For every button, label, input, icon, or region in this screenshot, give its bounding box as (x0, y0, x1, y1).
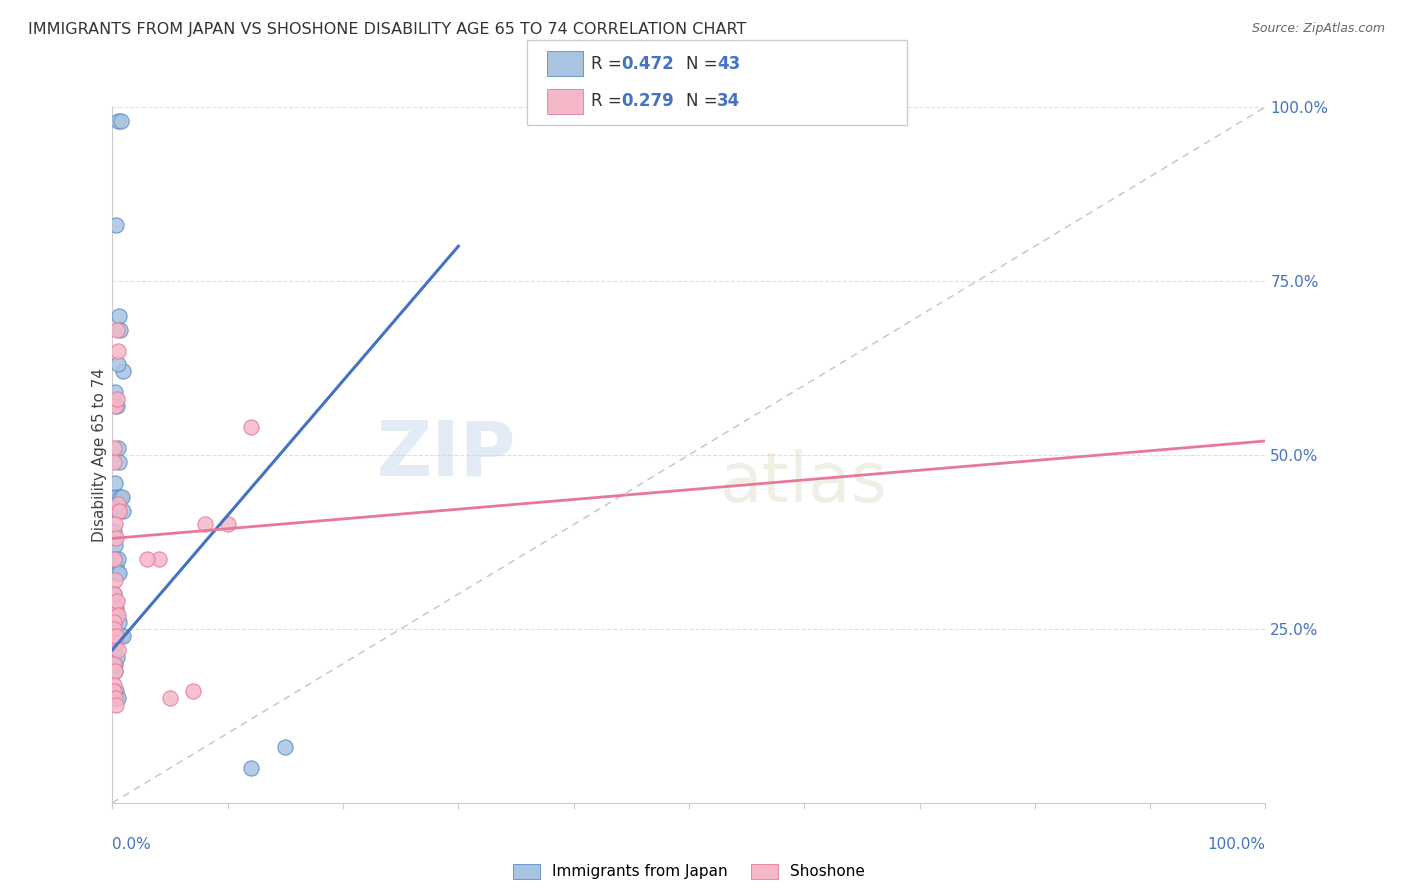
Point (103, 601, 125, 615)
Point (104, 601, 127, 615)
Point (107, 503, 129, 517)
Point (104, 684, 127, 698)
Point (104, 691, 127, 706)
Point (108, 615, 131, 629)
Point (194, 517, 217, 532)
Point (105, 594, 128, 608)
Point (104, 475, 127, 490)
Point (111, 490, 134, 504)
Point (103, 587, 125, 601)
Point (107, 497, 129, 511)
Text: R =: R = (591, 93, 627, 111)
Point (104, 698, 127, 713)
Y-axis label: Disability Age 65 to 74: Disability Age 65 to 74 (91, 368, 107, 542)
Point (103, 524, 125, 539)
Point (181, 684, 204, 698)
Point (107, 343, 129, 358)
Point (136, 552, 159, 566)
Text: 43: 43 (717, 54, 741, 72)
Text: R =: R = (591, 54, 627, 72)
Point (103, 657, 125, 671)
Point (105, 392, 128, 407)
Point (105, 566, 128, 581)
Point (108, 566, 131, 581)
Point (104, 385, 127, 400)
Text: 100.0%: 100.0% (1208, 837, 1265, 852)
Text: 0.0%: 0.0% (112, 837, 152, 852)
Text: ZIP: ZIP (377, 418, 516, 491)
Point (107, 441, 129, 455)
Point (148, 552, 170, 566)
Point (104, 573, 127, 587)
Point (103, 441, 125, 455)
Point (217, 517, 239, 532)
Point (274, 740, 297, 755)
Point (104, 664, 127, 678)
Point (107, 358, 129, 372)
Point (103, 455, 125, 469)
Point (103, 642, 125, 657)
Point (111, 364, 134, 378)
Text: atlas: atlas (720, 450, 889, 516)
Point (104, 629, 127, 643)
Point (103, 615, 125, 629)
Point (110, 629, 132, 643)
Point (105, 649, 128, 664)
Point (107, 642, 129, 657)
Point (103, 552, 125, 566)
Point (111, 629, 134, 643)
Text: 0.472: 0.472 (621, 54, 675, 72)
Point (110, 114, 132, 128)
Point (107, 114, 129, 128)
Point (104, 636, 127, 650)
Point (105, 323, 128, 337)
Point (108, 503, 131, 517)
Text: N =: N = (686, 93, 723, 111)
Point (103, 622, 125, 636)
Point (103, 657, 125, 671)
Text: IMMIGRANTS FROM JAPAN VS SHOSHONE DISABILITY AGE 65 TO 74 CORRELATION CHART: IMMIGRANTS FROM JAPAN VS SHOSHONE DISABI… (28, 22, 747, 37)
Point (104, 538, 127, 552)
Text: 0.279: 0.279 (621, 93, 675, 111)
Point (239, 761, 262, 775)
Point (104, 607, 127, 622)
Point (107, 691, 129, 706)
Point (108, 490, 131, 504)
Point (104, 657, 127, 671)
Point (104, 601, 127, 615)
Point (104, 490, 127, 504)
Point (239, 420, 262, 434)
Point (104, 552, 127, 566)
Point (104, 532, 127, 546)
Point (105, 497, 128, 511)
Point (104, 559, 127, 574)
Point (107, 607, 129, 622)
Text: 34: 34 (717, 93, 741, 111)
Point (104, 219, 127, 233)
Point (108, 309, 131, 323)
Point (104, 517, 127, 532)
Point (104, 664, 127, 678)
Point (108, 323, 131, 337)
Text: Source: ZipAtlas.com: Source: ZipAtlas.com (1251, 22, 1385, 36)
Point (104, 399, 127, 413)
Point (103, 684, 125, 698)
Point (107, 552, 129, 566)
Point (104, 615, 127, 629)
Point (103, 677, 125, 691)
Point (108, 455, 131, 469)
Legend: Immigrants from Japan, Shoshone: Immigrants from Japan, Shoshone (506, 857, 872, 886)
Point (111, 503, 134, 517)
Point (105, 399, 128, 413)
Point (159, 691, 181, 706)
Text: N =: N = (686, 54, 723, 72)
Point (103, 587, 125, 601)
Point (105, 607, 128, 622)
